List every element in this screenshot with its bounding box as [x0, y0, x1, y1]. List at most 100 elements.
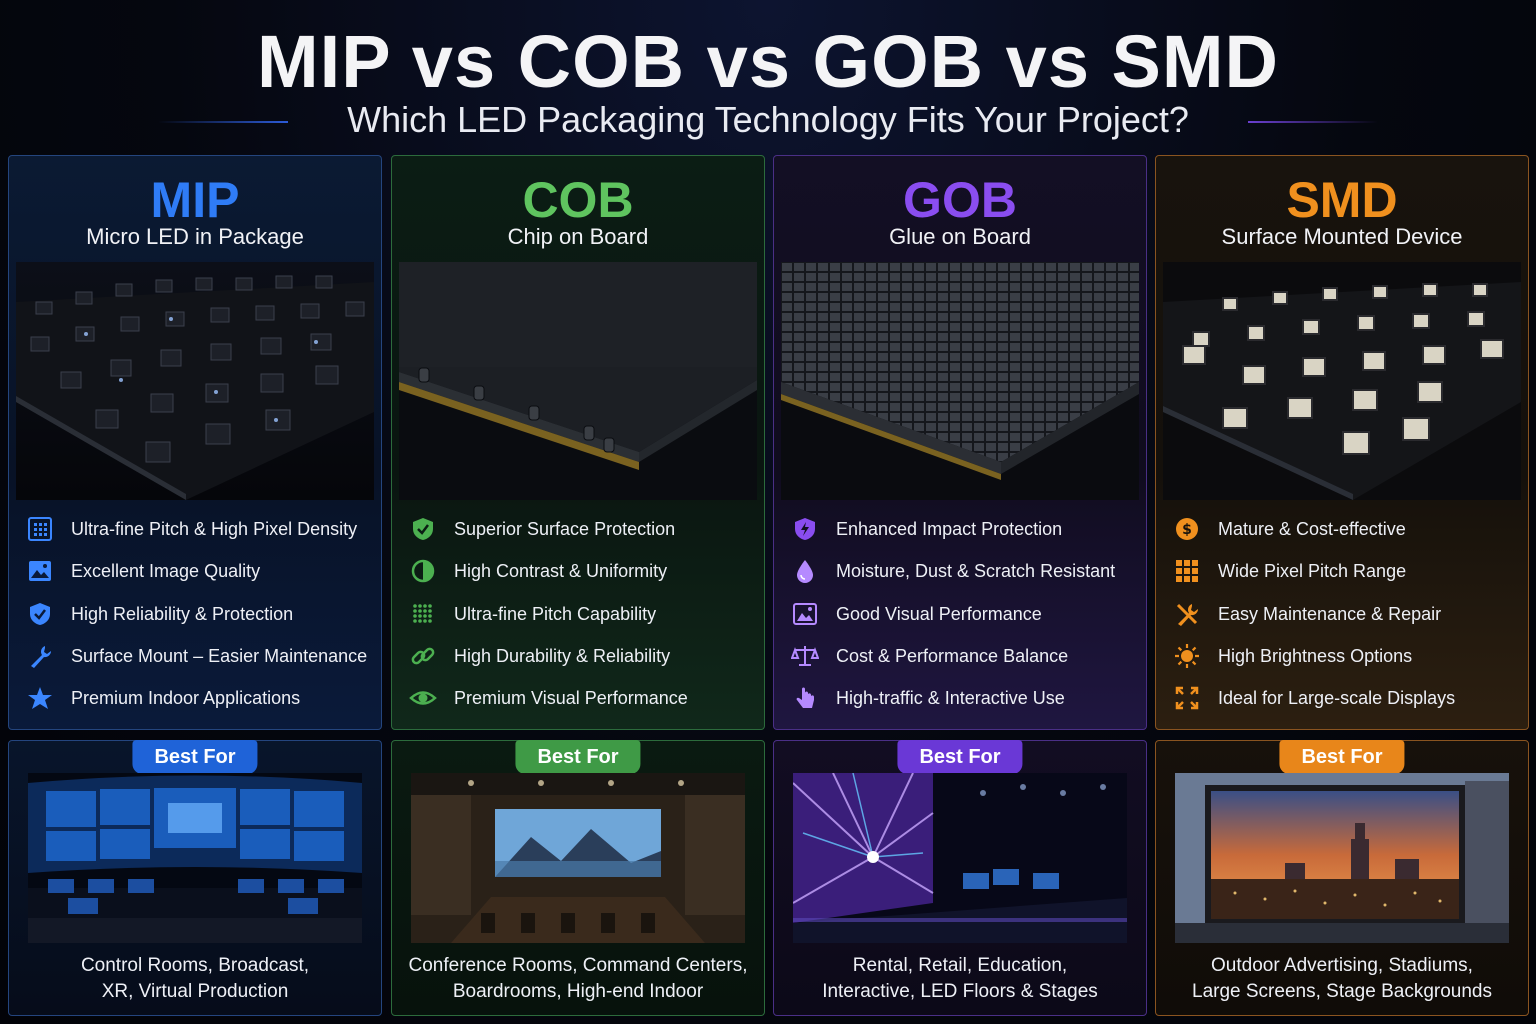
mip-spec-card: MIP Micro LED in Package — [8, 155, 382, 730]
feature-label: High-traffic & Interactive Use — [836, 687, 1065, 708]
eye-icon — [408, 683, 438, 713]
use-case-line: XR, Virtual Production — [101, 981, 289, 1002]
mip-module-photo — [16, 262, 374, 500]
cob-best-for-card: Best For Conference Rooms, Command Cente… — [391, 740, 765, 1016]
tech-name: SMD — [1286, 172, 1398, 228]
feature-label: Surface Mount – Easier Maintenance — [71, 645, 368, 666]
smd-spec-card: SMD Surface Mounted Device $ — [1155, 155, 1529, 730]
dollar-coin-icon: $ — [1172, 514, 1202, 544]
feature-item: Premium Indoor Applications — [25, 682, 375, 714]
gob-spec-card: GOB Glue on Board Enhance — [773, 155, 1147, 730]
feature-label: High Durability & Reliability — [454, 645, 671, 666]
feature-item: High Reliability & Protection — [25, 598, 375, 630]
contrast-icon — [408, 556, 438, 586]
use-case-line: Outdoor Advertising, Stadiums, — [1211, 955, 1473, 976]
touch-hand-icon — [790, 683, 820, 713]
feature-label: Ideal for Large-scale Displays — [1218, 687, 1456, 708]
feature-item: Excellent Image Quality — [25, 555, 375, 587]
tools-icon — [1172, 599, 1202, 629]
feature-label: Moisture, Dust & Scratch Resistant — [836, 560, 1116, 581]
feature-item: $ Mature & Cost-effective — [1172, 513, 1522, 545]
link-icon — [408, 641, 438, 671]
stage-event-image — [793, 773, 1127, 943]
feature-label: Ultra-fine Pitch Capability — [454, 603, 657, 624]
feature-label: Superior Surface Protection — [454, 518, 676, 539]
feature-label: Ultra-fine Pitch & High Pixel Density — [71, 518, 358, 539]
feature-item: High Durability & Reliability — [408, 640, 758, 672]
smd-best-for-card: Best For Outdoor Advertising, Stadiums, … — [1155, 740, 1529, 1016]
tech-name: COB — [522, 172, 634, 228]
pixel-grid-icon — [25, 514, 55, 544]
conference-room-image — [411, 773, 745, 943]
best-for-badge: Best For — [897, 740, 1023, 774]
page-subtitle: Which LED Packaging Technology Fits Your… — [347, 99, 1189, 140]
feature-item: Premium Visual Performance — [408, 682, 758, 714]
feature-item: Wide Pixel Pitch Range — [1172, 555, 1522, 587]
feature-label: Easy Maintenance & Repair — [1218, 603, 1442, 624]
tech-full-name: Chip on Board — [507, 224, 649, 249]
feature-label: High Contrast & Uniformity — [454, 560, 668, 581]
title-rule-left — [158, 121, 288, 123]
tech-name: GOB — [903, 172, 1017, 228]
star-icon — [25, 683, 55, 713]
dot-grid-icon — [408, 599, 438, 629]
smd-module-photo — [1163, 262, 1521, 500]
header: MIP vs COB vs GOB vs SMD Which LED Packa… — [0, 0, 1536, 150]
feature-label: Good Visual Performance — [836, 603, 1042, 624]
use-case-line: Large Screens, Stage Backgrounds — [1192, 981, 1492, 1002]
use-case-line: Rental, Retail, Education, — [852, 955, 1068, 976]
use-case-line: Interactive, LED Floors & Stages — [822, 981, 1098, 1002]
cob-module-photo — [399, 262, 757, 500]
outdoor-billboard-image — [1175, 773, 1509, 943]
feature-label: High Brightness Options — [1218, 645, 1413, 666]
feature-item: High Brightness Options — [1172, 640, 1522, 672]
shield-bolt-icon — [790, 514, 820, 544]
tech-full-name: Surface Mounted Device — [1221, 224, 1463, 249]
mip-best-for-card: Best For Control Rooms, Broadcast, XR, V… — [8, 740, 382, 1016]
expand-icon — [1172, 683, 1202, 713]
feature-label: Mature & Cost-effective — [1218, 518, 1406, 539]
use-case-line: Control Rooms, Broadcast, — [80, 955, 310, 976]
feature-item: Enhanced Impact Protection — [790, 513, 1140, 545]
page-title: MIP vs COB vs GOB vs SMD — [257, 20, 1279, 103]
best-for-badge: Best For — [132, 740, 258, 774]
feature-item: Superior Surface Protection — [408, 513, 758, 545]
shield-check-icon — [25, 599, 55, 629]
title-rule-right — [1248, 121, 1378, 123]
feature-item: Ideal for Large-scale Displays — [1172, 682, 1522, 714]
feature-item: Easy Maintenance & Repair — [1172, 598, 1522, 630]
droplet-icon — [790, 556, 820, 586]
tech-name: MIP — [150, 172, 240, 228]
feature-item: Good Visual Performance — [790, 598, 1140, 630]
feature-item: Surface Mount – Easier Maintenance — [25, 640, 375, 672]
feature-item: High-traffic & Interactive Use — [790, 682, 1140, 714]
feature-label: Wide Pixel Pitch Range — [1218, 560, 1407, 581]
balance-scale-icon — [790, 641, 820, 671]
use-case-line: Conference Rooms, Command Centers, — [408, 955, 748, 976]
feature-item: Cost & Performance Balance — [790, 640, 1140, 672]
feature-label: Premium Indoor Applications — [71, 687, 301, 708]
gob-best-for-card: Best For Rental, Retail, Education, Inte… — [773, 740, 1147, 1016]
best-for-badge: Best For — [1279, 740, 1405, 774]
image-icon — [790, 599, 820, 629]
feature-item: Ultra-fine Pitch & High Pixel Density — [25, 513, 375, 545]
image-icon — [25, 556, 55, 586]
cob-spec-card: COB Chip on Board Superior Surface Prote — [391, 155, 765, 730]
wrench-icon — [25, 641, 55, 671]
feature-item: Ultra-fine Pitch Capability — [408, 598, 758, 630]
control-room-image — [28, 773, 362, 943]
feature-item: Moisture, Dust & Scratch Resistant — [790, 555, 1140, 587]
shield-check-icon — [408, 514, 438, 544]
tech-full-name: Micro LED in Package — [86, 224, 304, 249]
best-for-badge: Best For — [515, 740, 641, 774]
feature-item: High Contrast & Uniformity — [408, 555, 758, 587]
feature-label: Excellent Image Quality — [71, 560, 261, 581]
tech-full-name: Glue on Board — [889, 224, 1031, 249]
svg-text:$: $ — [1182, 522, 1192, 538]
grid-icon — [1172, 556, 1202, 586]
gob-module-photo — [781, 262, 1139, 500]
use-case-line: Boardrooms, High-end Indoor — [452, 981, 704, 1002]
sun-icon — [1172, 641, 1202, 671]
feature-label: Premium Visual Performance — [454, 687, 688, 708]
feature-label: Enhanced Impact Protection — [836, 518, 1063, 539]
